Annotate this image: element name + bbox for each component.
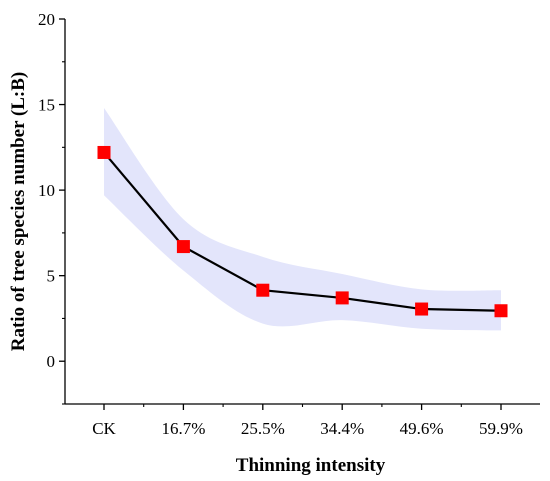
- x-tick-label-49.6%: 49.6%: [400, 419, 444, 438]
- y-tick-label-20: 20: [38, 10, 55, 29]
- data-point-34.4%: [335, 291, 349, 305]
- x-tick-label-CK: CK: [92, 419, 116, 438]
- y-tick-label-5: 5: [47, 267, 56, 286]
- data-point-CK: [97, 145, 111, 159]
- y-tick-label-0: 0: [47, 352, 56, 371]
- y-tick-label-15: 15: [38, 96, 55, 115]
- series-line: [103, 151, 502, 312]
- x-tick-label-34.4%: 34.4%: [320, 419, 364, 438]
- y-tick-label-10: 10: [38, 181, 55, 200]
- confidence-band: [104, 107, 501, 331]
- x-tick-label-25.5%: 25.5%: [241, 419, 285, 438]
- data-point-59.9%: [494, 304, 508, 318]
- y-axis-title: Ratio of tree species number (L:B): [8, 72, 29, 352]
- data-point-16.7%: [176, 240, 190, 254]
- data-point-49.6%: [415, 302, 429, 316]
- x-tick-label-59.9%: 59.9%: [479, 419, 523, 438]
- x-axis: CK 16.7% 25.5% 34.4% 49.6% 59.9%: [65, 403, 540, 438]
- data-point-25.5%: [256, 283, 270, 297]
- x-tick-label-16.7%: 16.7%: [161, 419, 205, 438]
- y-axis: 0 5 10 15 20: [38, 10, 66, 405]
- x-axis-title: Thinning intensity: [236, 455, 386, 476]
- plot-area: [97, 107, 508, 331]
